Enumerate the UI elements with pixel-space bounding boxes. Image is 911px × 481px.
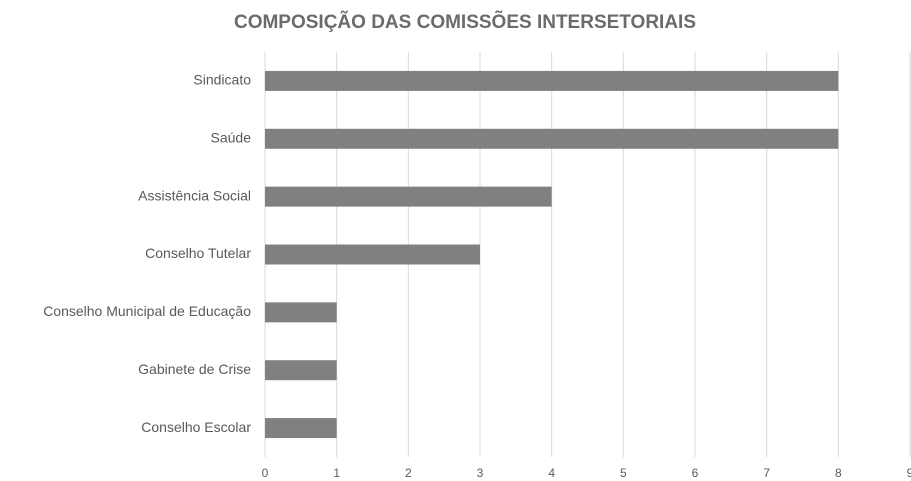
- y-tick-label: Sindicato: [193, 72, 251, 88]
- x-tick-label: 4: [548, 466, 555, 480]
- bar: [265, 70, 839, 91]
- y-tick-label: Conselho Municipal de Educação: [43, 303, 251, 319]
- x-tick-label: 8: [835, 466, 842, 480]
- y-tick-label: Saúde: [211, 129, 252, 145]
- y-tick-label: Conselho Tutelar: [145, 245, 251, 261]
- bar: [265, 244, 480, 265]
- bar: [265, 418, 337, 439]
- x-tick-label: 0: [262, 466, 269, 480]
- bar: [265, 186, 552, 207]
- x-tick-label: 2: [405, 466, 412, 480]
- chart-title: COMPOSIÇÃO DAS COMISSÕES INTERSETORIAIS: [234, 11, 696, 33]
- y-tick-label: Gabinete de Crise: [138, 361, 251, 377]
- x-tick-label: 7: [763, 466, 770, 480]
- bar: [265, 360, 337, 381]
- x-tick-label: 3: [477, 466, 484, 480]
- y-tick-label: Conselho Escolar: [141, 419, 251, 435]
- x-tick-label: 1: [333, 466, 340, 480]
- x-tick-label: 9: [907, 466, 911, 480]
- bar: [265, 128, 839, 149]
- bar: [265, 302, 337, 323]
- x-tick-label: 5: [620, 466, 627, 480]
- y-tick-label: Assistência Social: [138, 187, 251, 203]
- x-tick-label: 6: [692, 466, 699, 480]
